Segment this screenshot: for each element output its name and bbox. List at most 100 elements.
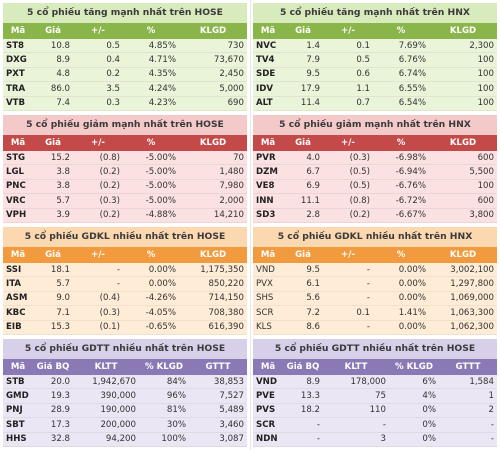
ticker[interactable]: DXG	[6, 55, 27, 66]
ticker[interactable]: TRA	[6, 83, 26, 94]
ticker[interactable]: SSI	[6, 264, 22, 275]
ticker[interactable]: SCR	[256, 307, 274, 318]
table-row: PXT 4.8 0.2 4.35% 2,450	[3, 68, 247, 83]
volume: 100	[477, 69, 494, 80]
percent: 4.35%	[148, 69, 176, 80]
change: (0.5)	[349, 167, 370, 178]
avg-price: -	[316, 434, 320, 445]
percent: 6.54%	[398, 98, 426, 109]
ticker[interactable]: ALT	[256, 98, 273, 109]
table-row: KLS 8.6 - 0.00% 1,062,300	[253, 321, 497, 335]
change: (0.3)	[349, 152, 370, 163]
volume: 100	[477, 55, 494, 66]
panel-title: 5 cổ phiếu GDTT nhiều nhất trên HOSE	[3, 339, 247, 359]
ticker[interactable]: PVE	[256, 391, 275, 402]
ticker[interactable]: KBC	[6, 307, 26, 318]
ticker[interactable]: IDV	[256, 83, 273, 94]
ticker[interactable]: ASM	[6, 293, 28, 304]
percent: -4.88%	[145, 210, 176, 221]
table-row: DXG 8.9 0.4 4.71% 73,670	[3, 53, 247, 68]
col-header-price: Giá	[295, 250, 311, 260]
ticker[interactable]: STB	[6, 376, 25, 387]
price: 7.4	[56, 98, 70, 109]
col-header-put-through-volume: KLTT	[344, 362, 368, 372]
ticker[interactable]: NVC	[256, 40, 277, 51]
header-row: Mã Giá +/- % KLGD	[253, 247, 497, 263]
price: 15.2	[50, 152, 70, 163]
volume: 708,380	[208, 307, 244, 318]
ticker[interactable]: PVS	[256, 405, 276, 416]
volume-percent: 96%	[166, 391, 186, 402]
ticker[interactable]: HHS	[6, 434, 27, 445]
ticker[interactable]: SBT	[6, 419, 25, 430]
ticker[interactable]: VRC	[6, 195, 26, 206]
put-through-volume: 3	[380, 434, 386, 445]
ticker[interactable]: ITA	[6, 279, 22, 290]
put-through-value: 3,460	[219, 419, 244, 430]
col-header-percent: %	[146, 26, 156, 36]
ticker[interactable]: PNJ	[6, 405, 23, 416]
price: 11.4	[300, 98, 320, 109]
price: 5.6	[306, 293, 320, 304]
volume: 730	[227, 40, 244, 51]
ticker[interactable]: PXT	[6, 69, 25, 80]
change: (0.2)	[99, 181, 120, 192]
change: (0.4)	[99, 293, 120, 304]
volume: 7,980	[219, 181, 244, 192]
change: (0.5)	[349, 181, 370, 192]
ticker[interactable]: LGL	[6, 167, 25, 178]
ticker[interactable]: VND	[256, 376, 277, 387]
price: 10.8	[50, 40, 70, 51]
ticker[interactable]: DZM	[256, 167, 278, 178]
change: (0.2)	[99, 167, 120, 178]
table-row: TV4 7.9 0.5 6.76% 100	[253, 53, 497, 68]
ticker[interactable]: STG	[6, 152, 26, 163]
percent: 4.71%	[148, 55, 176, 66]
ticker[interactable]: PVX	[256, 279, 273, 290]
ticker[interactable]: EIB	[6, 322, 22, 333]
percent: -6.76%	[395, 181, 426, 192]
put-through-value: 3,087	[219, 434, 244, 445]
put-through-value: 2	[488, 405, 494, 416]
ticker[interactable]: PVR	[256, 152, 276, 163]
ticker[interactable]: TV4	[256, 55, 275, 66]
ticker[interactable]: INN	[256, 195, 274, 206]
ticker[interactable]: NDN	[256, 434, 278, 445]
ticker[interactable]: KLS	[256, 322, 272, 333]
col-header-price: Giá	[45, 26, 61, 36]
price: 6.1	[306, 279, 320, 290]
price: 3.9	[56, 210, 70, 221]
center-divider	[250, 0, 251, 450]
ticker[interactable]: SD3	[256, 210, 276, 221]
ticker[interactable]: ST8	[6, 40, 25, 51]
volume: 1,062,300	[450, 322, 494, 333]
table-row: NVC 1.4 0.1 7.69% 2,300	[253, 39, 497, 54]
ticker[interactable]: VE8	[256, 181, 275, 192]
col-header-change: +/-	[341, 250, 355, 260]
change: 0.1	[356, 40, 370, 51]
percent: 6.55%	[398, 83, 426, 94]
percent: 0.00%	[148, 279, 176, 290]
volume-percent: 100%	[161, 434, 186, 445]
col-header-price: Giá	[45, 250, 61, 260]
volume: 850,220	[208, 279, 244, 290]
ticker[interactable]: VND	[256, 264, 275, 275]
volume-percent: 81%	[166, 405, 186, 416]
ticker[interactable]: VPH	[6, 210, 27, 221]
ticker[interactable]: SDE	[256, 69, 276, 80]
ticker[interactable]: GMD	[6, 391, 29, 402]
percent: -4.05%	[145, 307, 176, 318]
table-row: HHS 32.8 94,200 100% 3,087	[3, 433, 247, 447]
col-header-percent: %	[146, 250, 156, 260]
price: 3.8	[56, 181, 70, 192]
col-header-change: +/-	[91, 26, 105, 36]
table-row: ASM 9.0 (0.4) -4.26% 714,150	[3, 292, 247, 307]
ticker[interactable]: PNC	[6, 181, 26, 192]
price: 7.2	[306, 307, 320, 318]
ticker[interactable]: SCR	[256, 419, 276, 430]
ticker[interactable]: VTB	[6, 98, 26, 109]
table-row: SBT 17.3 200,000 30% 3,460	[3, 418, 247, 433]
ticker[interactable]: SHS	[256, 293, 274, 304]
table-row: DZM 6.7 (0.5) -6.94% 5,500	[253, 165, 497, 180]
table-row: SCR 7.2 0.1 1.41% 1,063,300	[253, 306, 497, 321]
